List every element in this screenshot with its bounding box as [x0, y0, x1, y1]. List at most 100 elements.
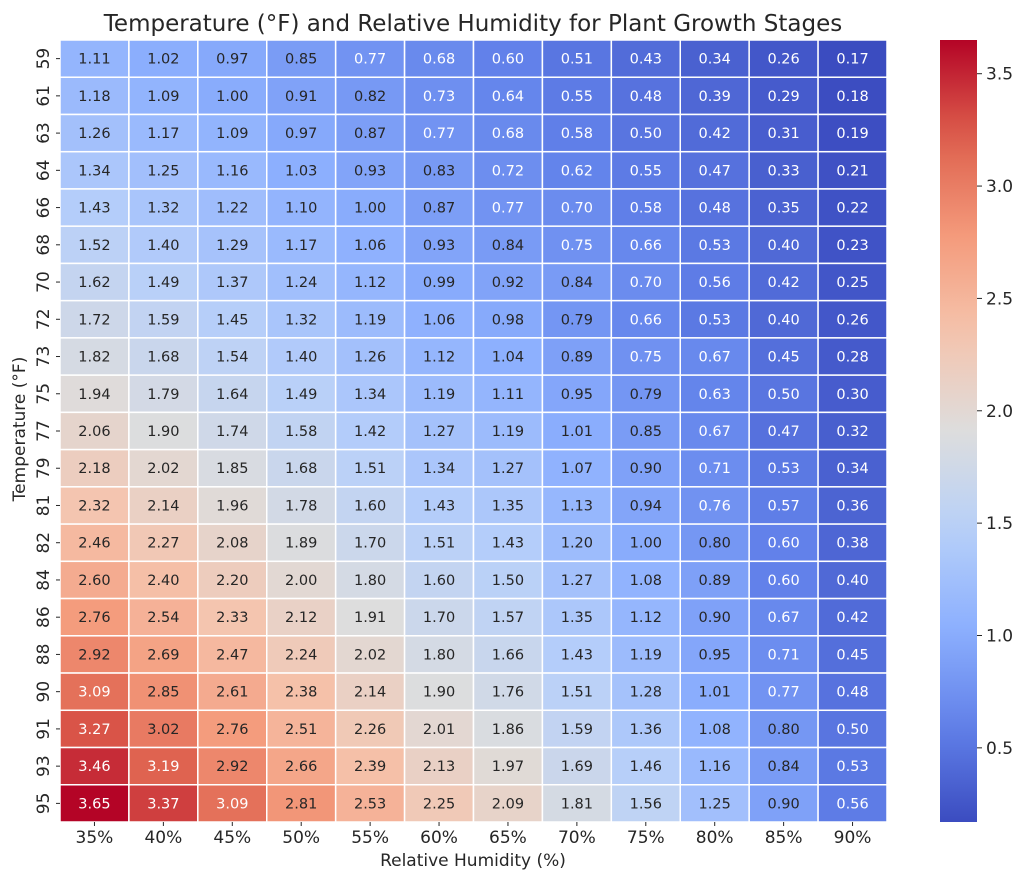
cell-value-label: 1.11: [492, 387, 524, 403]
cell-value-label: 1.80: [423, 647, 455, 663]
cell-value-label: 0.35: [767, 201, 799, 217]
y-tick-label: 75: [34, 383, 54, 405]
y-tick-label: 81: [34, 495, 54, 517]
x-tick-label: 50%: [282, 828, 320, 848]
heatmap-cells: [59, 39, 888, 823]
cell-value-label: 0.18: [836, 89, 868, 105]
heatmap-cell: [472, 672, 544, 712]
heatmap-cell: [197, 635, 268, 674]
cell-value-label: 2.81: [285, 796, 317, 812]
cell-value-label: 0.73: [423, 89, 455, 105]
cell-value-label: 1.12: [354, 275, 386, 291]
cell-value-label: 0.84: [492, 238, 524, 254]
heatmap-cell: [541, 597, 613, 637]
cell-value-label: 0.58: [630, 201, 662, 217]
cell-value-label: 1.70: [423, 610, 455, 626]
y-axis-ticks: 59 61 63 64 66 68 70 72 73 75 77 79 81 82 84 86 88 90 91 93…: [34, 48, 60, 814]
y-tick-label: 79: [34, 457, 54, 479]
heatmap-cell: [128, 39, 199, 78]
cell-value-label: 1.51: [423, 536, 455, 552]
heatmap-cell: [817, 150, 888, 190]
cell-value-label: 2.92: [78, 647, 110, 663]
cell-value-label: 0.56: [699, 275, 731, 291]
cell-value-label: 1.10: [285, 201, 317, 217]
colorbar-tick-label: 3.5: [986, 65, 1013, 85]
cell-value-label: 1.20: [561, 536, 593, 552]
heatmap-cell: [610, 225, 681, 265]
heatmap-cell: [610, 262, 681, 302]
heatmap-cell: [266, 299, 337, 339]
cell-value-label: 2.39: [354, 759, 386, 775]
cell-value-label: 1.01: [699, 685, 731, 701]
heatmap-cell: [128, 262, 199, 302]
cell-value-label: 3.37: [147, 796, 179, 812]
cell-value-label: 1.19: [354, 312, 386, 328]
heatmap-cell: [541, 188, 613, 227]
cell-value-label: 0.77: [423, 126, 455, 142]
cell-value-label: 2.76: [78, 610, 110, 626]
cell-value-label: 0.57: [767, 498, 799, 514]
cell-value-label: 1.66: [492, 647, 524, 663]
heatmap-cell: [748, 560, 819, 600]
cell-value-label: 3.27: [78, 722, 110, 738]
heatmap-cell: [817, 709, 888, 749]
heatmap-cell: [128, 448, 199, 488]
heatmap-cell: [334, 486, 406, 525]
cell-value-label: 0.39: [699, 89, 731, 105]
heatmap-cell: [817, 486, 888, 525]
cell-value-label: 0.84: [561, 275, 593, 291]
heatmap-cell: [817, 560, 888, 600]
cell-value-label: 0.43: [630, 52, 662, 68]
cell-value-label: 0.67: [767, 610, 799, 626]
x-tick-label: 80%: [696, 828, 734, 848]
heatmap-cell: [197, 188, 268, 227]
cell-value-label: 1.25: [147, 163, 179, 179]
cell-value-label: 1.68: [285, 461, 317, 477]
cell-value-label: 0.53: [836, 759, 868, 775]
heatmap-cell: [59, 150, 130, 190]
x-tick-label: 90%: [834, 828, 872, 848]
heatmap-cell: [403, 262, 475, 302]
heatmap-cell: [197, 672, 268, 712]
cell-value-label: 2.13: [423, 759, 455, 775]
cell-value-label: 0.32: [836, 424, 868, 440]
cell-value-label: 1.81: [561, 796, 593, 812]
cell-value-label: 0.62: [561, 163, 593, 179]
cell-value-label: 1.59: [561, 722, 593, 738]
cell-value-label: 0.71: [767, 647, 799, 663]
cell-value-label: 1.46: [630, 759, 662, 775]
heatmap-cell: [748, 411, 819, 451]
heatmap-cell: [748, 486, 819, 525]
heatmap-cell: [472, 337, 544, 376]
heatmap-cell: [403, 486, 475, 525]
cell-value-label: 1.06: [354, 238, 386, 254]
cell-value-label: 1.35: [561, 610, 593, 626]
y-tick-label: 72: [34, 308, 54, 330]
cell-value-label: 0.90: [767, 796, 799, 812]
heatmap-cell: [610, 746, 681, 786]
heatmap-cell: [197, 337, 268, 376]
cell-value-label: 0.48: [836, 685, 868, 701]
cell-value-label: 1.57: [492, 610, 524, 626]
heatmap-cell: [679, 709, 750, 749]
cell-value-label: 1.62: [78, 275, 110, 291]
y-tick-label: 66: [34, 197, 54, 219]
colorbar-tick-label: 3.0: [986, 177, 1013, 197]
cell-value-label: 1.36: [630, 722, 662, 738]
heatmap-cell: [472, 113, 544, 153]
heatmap-cell: [817, 411, 888, 451]
cell-value-label: 1.17: [285, 238, 317, 254]
x-tick-label: 85%: [765, 828, 803, 848]
cell-value-label: 1.19: [492, 424, 524, 440]
cell-value-label: 1.43: [561, 647, 593, 663]
cell-value-label: 0.79: [561, 312, 593, 328]
cell-value-label: 1.22: [216, 201, 248, 217]
heatmap-cell: [403, 188, 475, 227]
cell-value-label: 0.26: [767, 52, 799, 68]
cell-value-label: 0.97: [216, 52, 248, 68]
heatmap-cell: [817, 39, 888, 78]
heatmap-cell: [541, 39, 613, 78]
cell-value-label: 0.80: [699, 536, 731, 552]
heatmap-cell: [197, 113, 268, 153]
heatmap-cell: [817, 299, 888, 339]
